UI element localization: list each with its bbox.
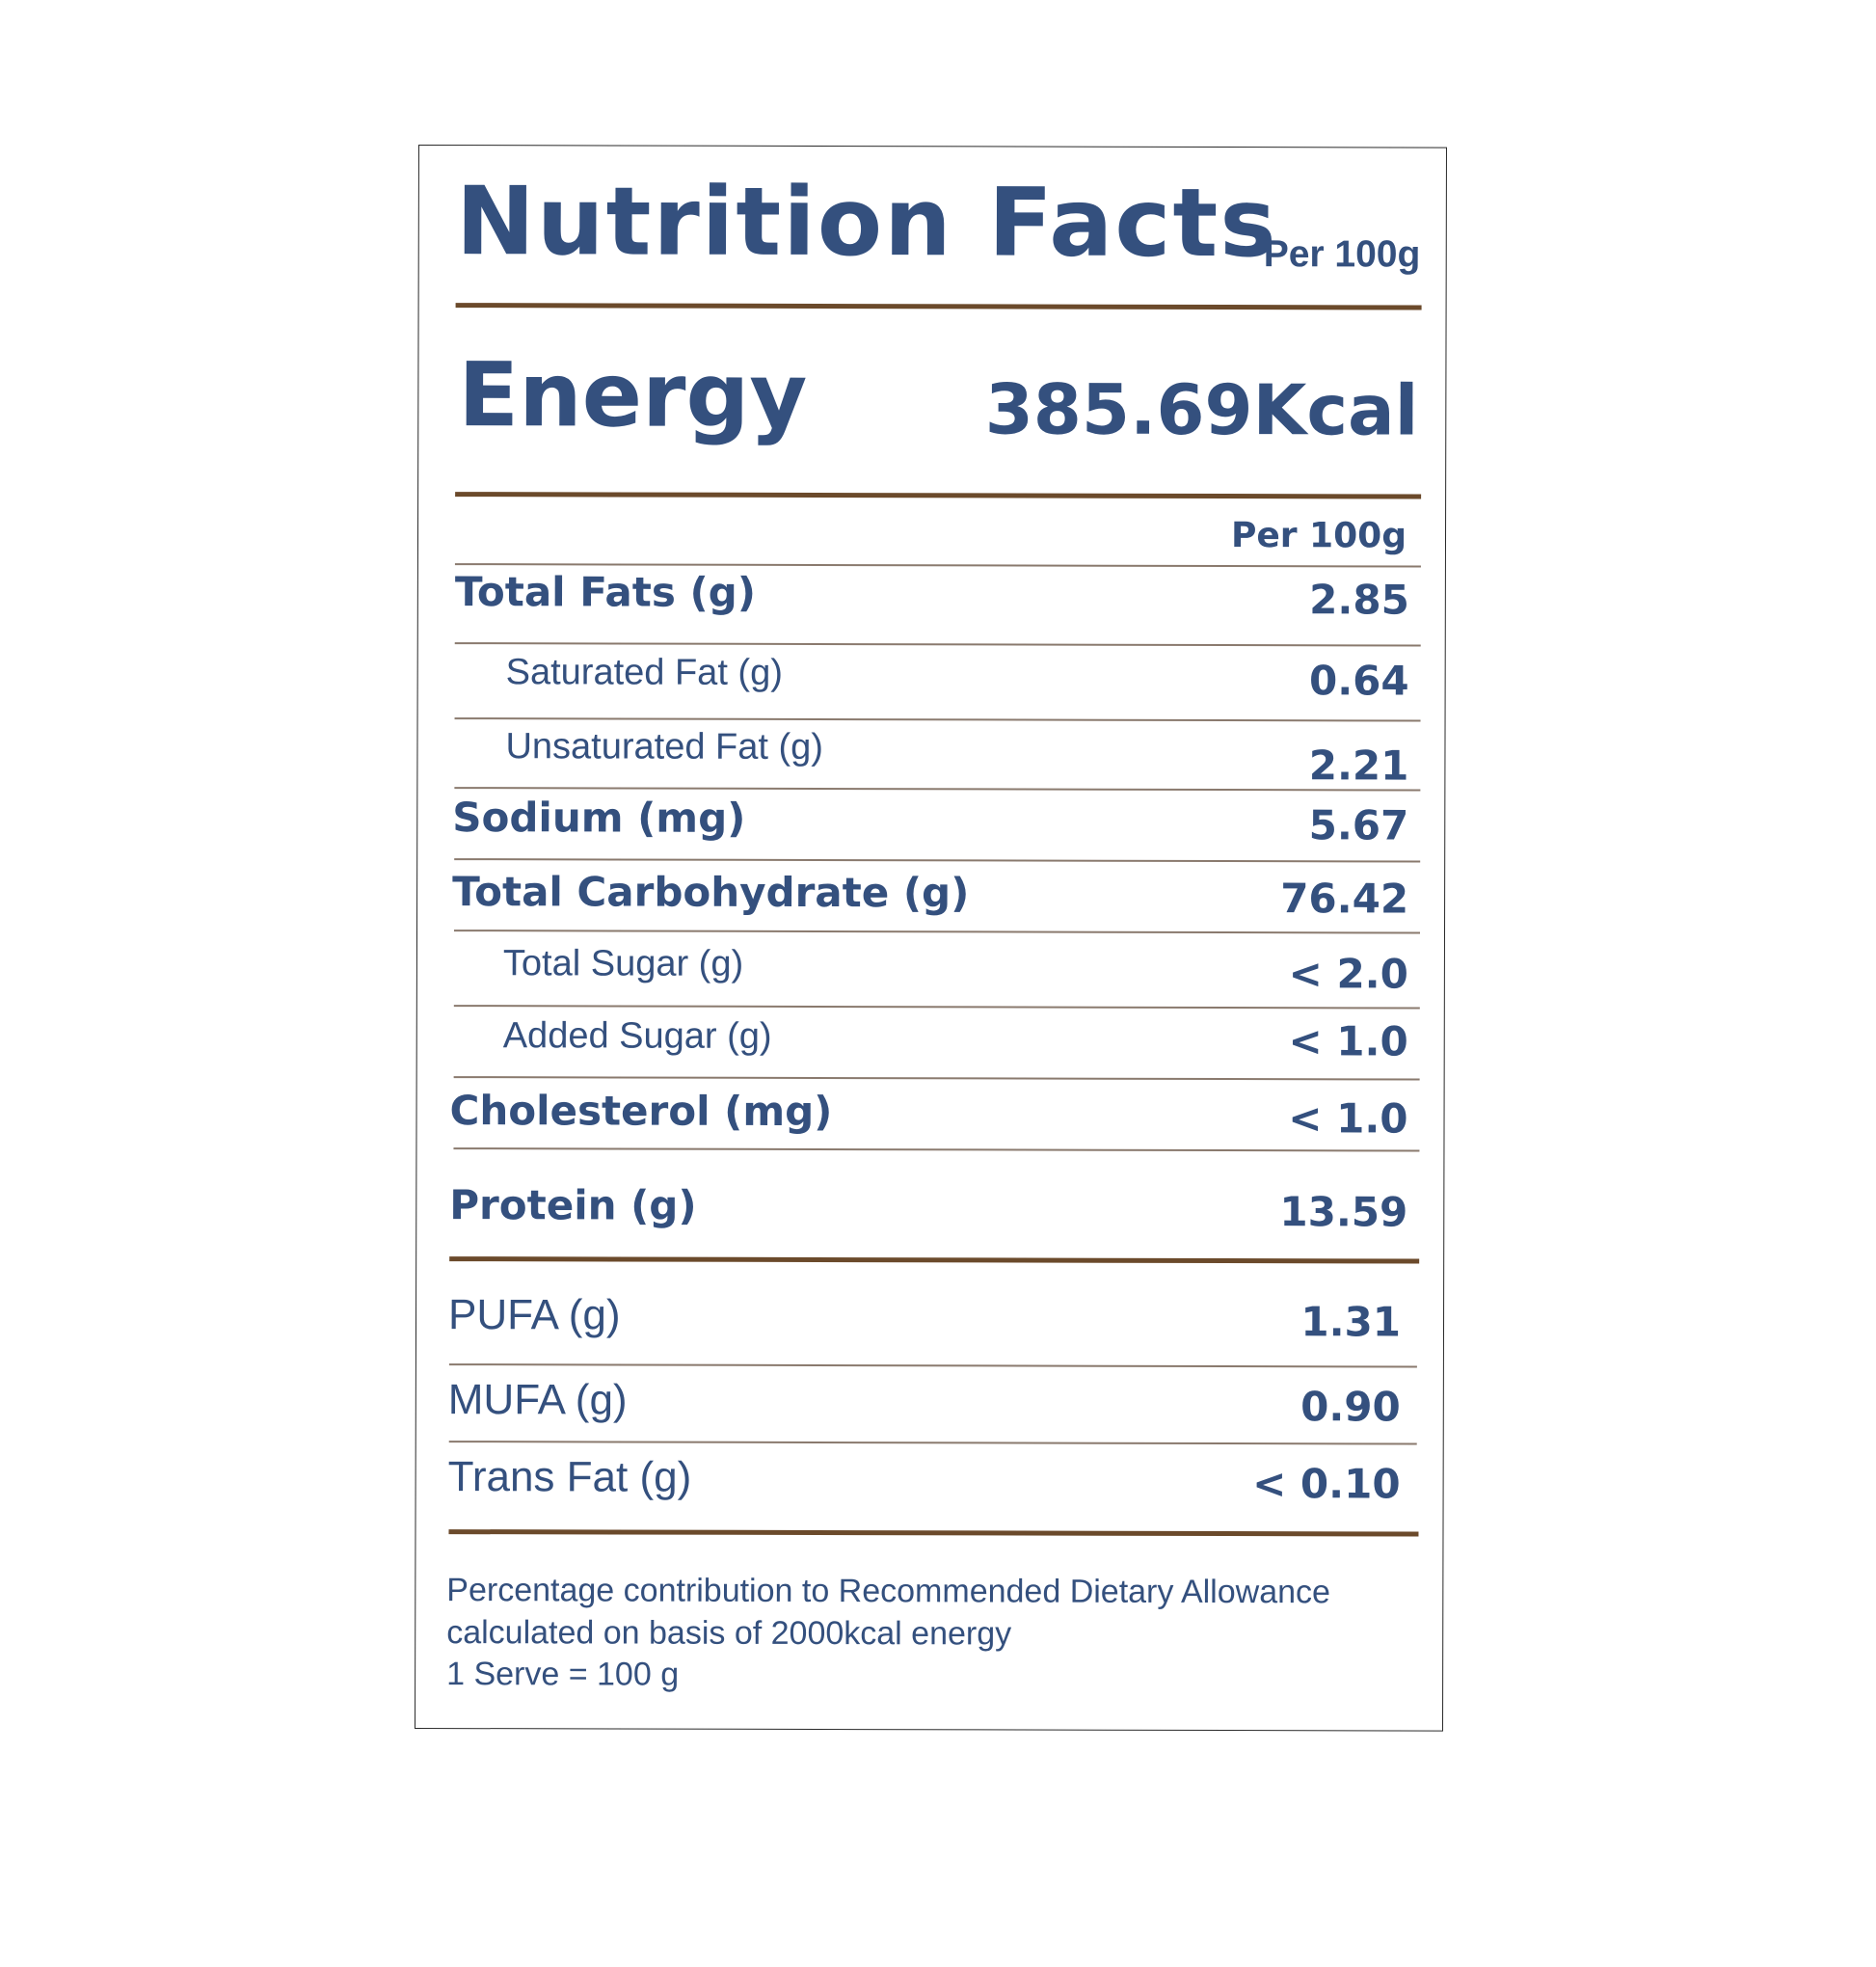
divider-energy [455,492,1422,499]
footnote-line: 1 Serve = 100 g [446,1656,680,1693]
row-divider [454,787,1421,792]
row-divider [454,563,1421,568]
divider-bottom [448,1529,1419,1537]
row-label-added-sugar: Added Sugar (g) [502,1015,772,1057]
row-divider [454,717,1421,722]
row-label-total-sugar: Total Sugar (g) [502,943,744,984]
row-value-trans-fat: < 0.10 [1252,1460,1401,1508]
footnote-line: Percentage contribution to Recommended D… [446,1572,1331,1611]
divider-top [455,303,1422,310]
row-value-pufa: 1.31 [1300,1298,1402,1346]
energy-value: 385.69Kcal [984,368,1419,451]
row-value-sodium: 5.67 [1308,801,1409,849]
row-value-saturated-fat: 0.64 [1308,657,1409,705]
row-label-cholesterol: Cholesterol (mg) [449,1087,833,1136]
row-value-mufa: 0.90 [1300,1383,1401,1431]
row-divider [453,1005,1420,1010]
row-divider [453,1076,1420,1081]
nutrition-facts-label: Nutrition Facts Per 100g Energy 385.69Kc… [414,145,1447,1732]
column-header: Per 100g [1230,516,1407,556]
row-value-total-sugar: < 2.0 [1288,950,1408,998]
row-divider [453,1147,1420,1152]
row-label-saturated-fat: Saturated Fat (g) [505,652,783,693]
title-basis: Per 100g [1263,233,1421,276]
row-label-trans-fat: Trans Fat (g) [447,1453,692,1501]
footnote-line: calculated on basis of 2000kcal energy [446,1613,1012,1653]
row-divider [448,1363,1417,1368]
row-divider [454,930,1421,934]
row-divider [454,642,1421,647]
row-value-cholesterol: < 1.0 [1288,1094,1408,1143]
row-label-sodium: Sodium (mg) [452,794,746,842]
label-title: Nutrition Facts [455,167,1278,280]
footnote: Percentage contribution to Recommended D… [446,1570,1430,1698]
energy-label: Energy [458,343,808,447]
row-label-mufa: MUFA (g) [447,1376,628,1424]
row-value-total-fats: 2.85 [1309,576,1409,624]
row-value-unsaturated-fat: 2.21 [1308,741,1409,790]
divider-protein [449,1256,1420,1264]
row-divider [448,1441,1417,1445]
row-value-protein: 13.59 [1279,1188,1408,1236]
row-label-unsaturated-fat: Unsaturated Fat (g) [505,726,824,768]
row-divider [454,858,1421,863]
row-value-added-sugar: < 1.0 [1288,1017,1408,1065]
row-value-total-carbohydrate: 76.42 [1280,875,1409,923]
row-label-pufa: PUFA (g) [447,1291,621,1339]
row-label-protein: Protein (g) [449,1181,697,1229]
row-label-total-carbohydrate: Total Carbohydrate (g) [452,868,970,917]
row-label-total-fats: Total Fats (g) [454,568,757,616]
